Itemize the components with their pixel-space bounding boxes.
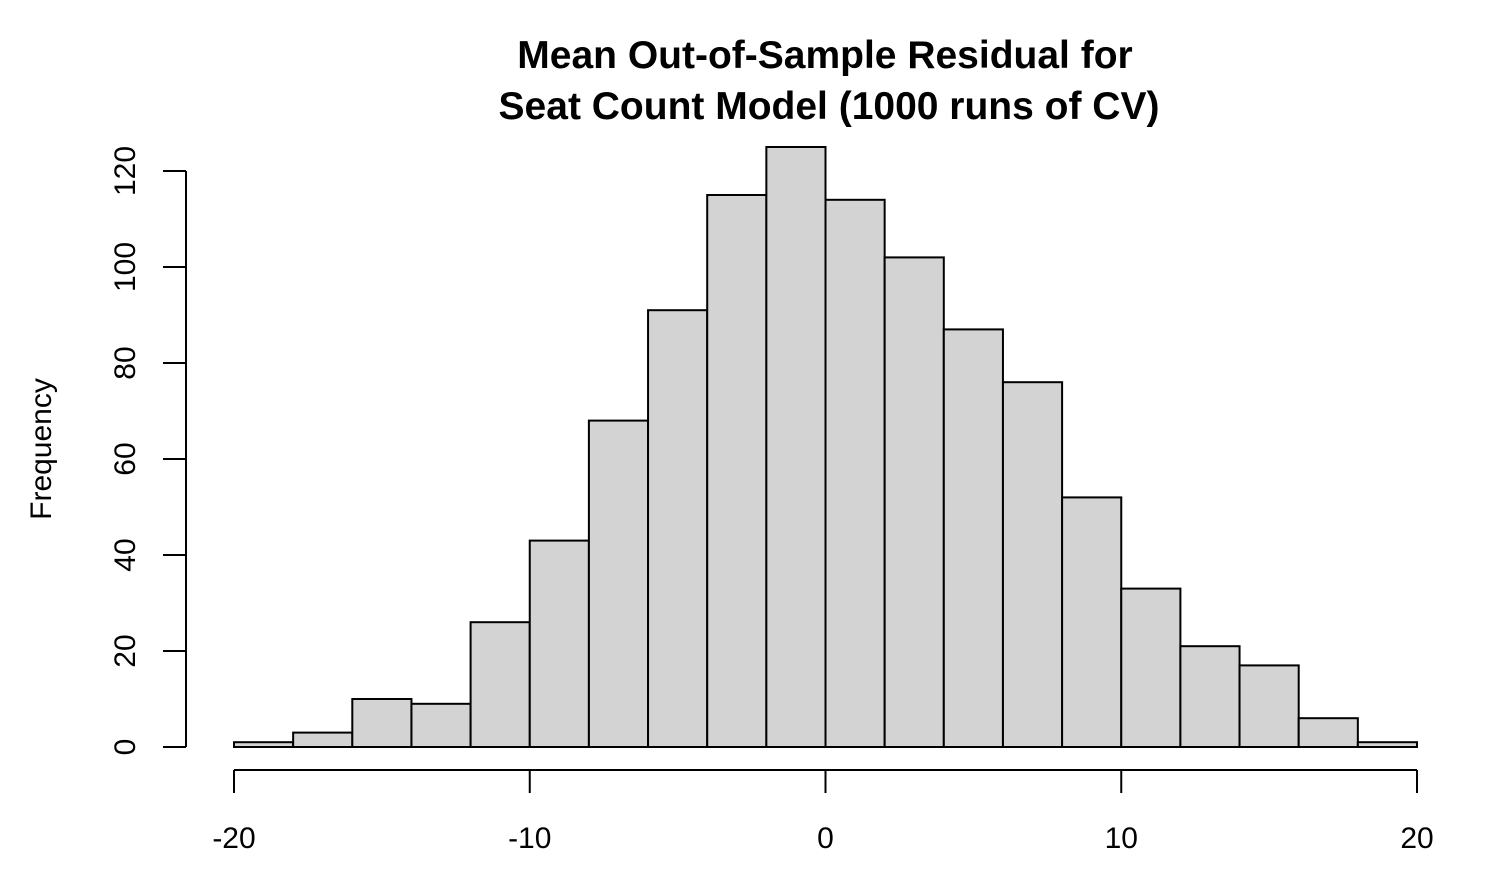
y-tick-label: 120 [109, 146, 142, 196]
histogram-bar [942, 328, 1004, 748]
y-tick-label: 20 [109, 634, 142, 667]
y-axis-title: Frequency [25, 378, 58, 520]
histogram-bars [233, 146, 1418, 749]
histogram-bar [528, 539, 590, 748]
x-tick-label: -20 [212, 822, 255, 855]
histogram-bar [1061, 496, 1123, 748]
chart-title-line-1: Mean Out-of-Sample Residual for [517, 34, 1132, 77]
y-tick-label: 80 [109, 346, 142, 379]
chart-title: Mean Out-of-Sample Residual for Seat Cou… [499, 34, 1160, 128]
histogram-bar [292, 731, 354, 748]
x-tick-label: -10 [508, 822, 551, 855]
histogram-bar [706, 194, 768, 748]
histogram-bar [1179, 645, 1241, 749]
histogram-bar [883, 256, 945, 748]
y-tick-label: 40 [109, 538, 142, 571]
x-tick-label: 10 [1105, 822, 1138, 855]
histogram-bar [587, 419, 650, 748]
chart-title-line-2: Seat Count Model (1000 runs of CV) [499, 85, 1160, 128]
histogram-bar [469, 621, 531, 749]
y-tick-label: 60 [109, 442, 142, 475]
y-tick-label: 100 [109, 242, 142, 292]
x-tick-label: 0 [817, 822, 834, 855]
y-tick-label: 0 [109, 739, 142, 756]
histogram-bar [1001, 381, 1064, 748]
histogram-bar [1238, 664, 1300, 749]
histogram-bar [351, 698, 413, 748]
x-tick-label: 20 [1400, 822, 1433, 855]
histogram-bar [824, 198, 886, 749]
histogram-bar [1356, 741, 1418, 749]
histogram-bar [1297, 717, 1359, 749]
histogram-bar [1120, 587, 1182, 748]
histogram-bar [765, 146, 827, 748]
x-axis: -20 -10 0 10 20 [212, 769, 1434, 855]
histogram-bar [233, 741, 295, 749]
histogram-bar [647, 309, 709, 748]
y-axis: 0 20 40 60 80 100 120 [109, 146, 187, 756]
histogram-bar [410, 702, 472, 748]
